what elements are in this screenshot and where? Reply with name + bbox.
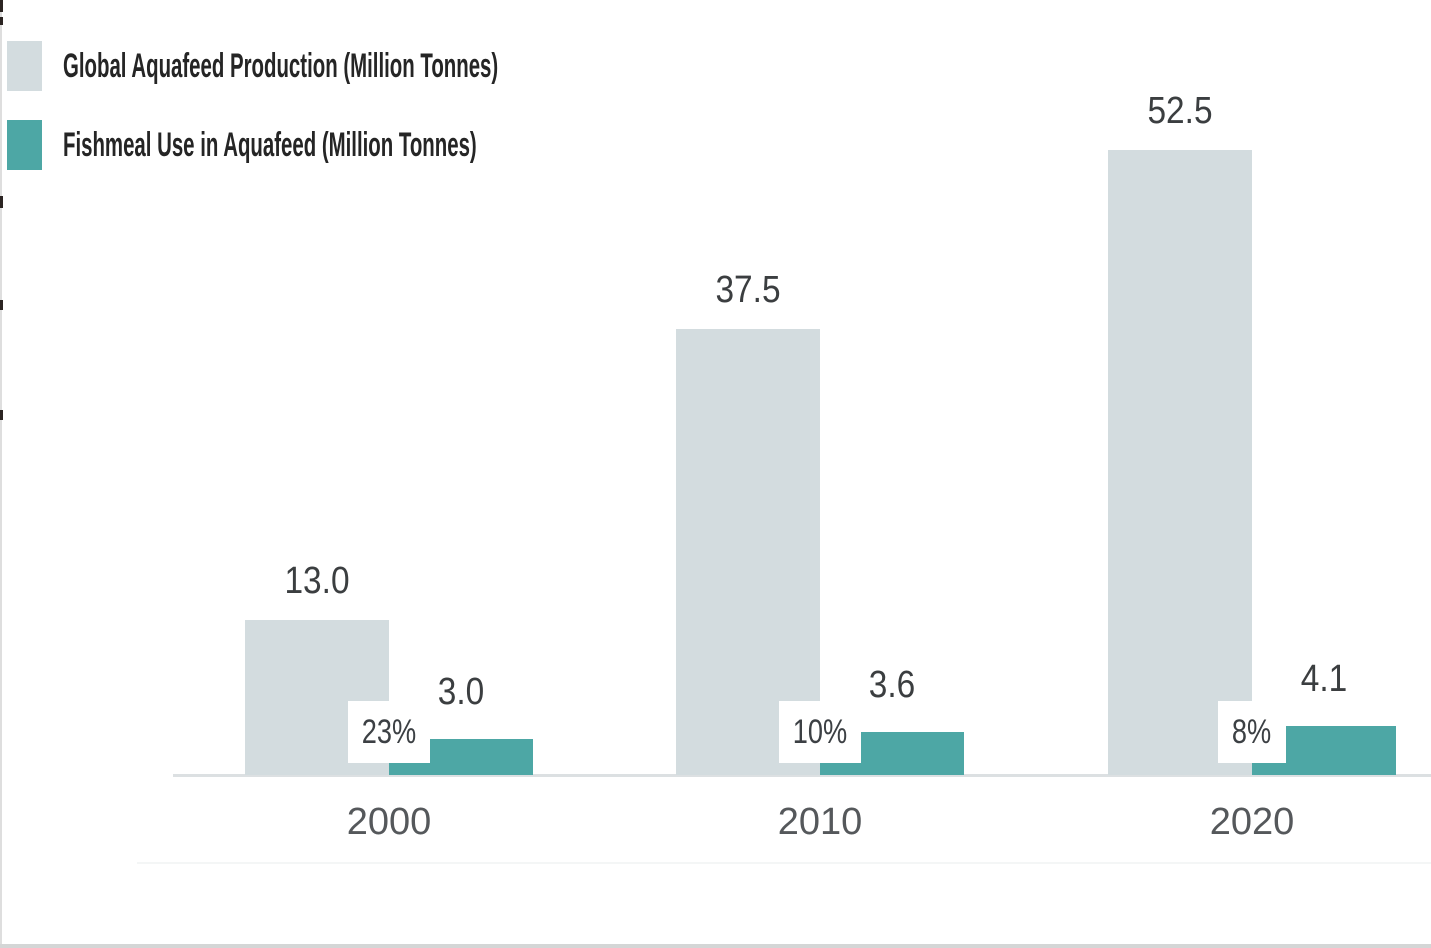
percent-label-box: 8% xyxy=(1218,701,1286,763)
legend-label: Global Aquafeed Production (Million Tonn… xyxy=(63,46,499,85)
year-axis-label: 2020 xyxy=(1209,801,1295,843)
year-axis-label: 2000 xyxy=(346,801,432,843)
x-axis-line xyxy=(173,774,1431,777)
left-edge-tick xyxy=(0,0,3,12)
left-edge-artifact xyxy=(0,0,2,948)
fishmeal-value-label: 3.6 xyxy=(868,664,916,706)
percent-label: 10% xyxy=(792,712,848,751)
left-edge-tick xyxy=(0,410,3,420)
aquafeed-value-label: 37.5 xyxy=(715,269,781,311)
percent-label-box: 10% xyxy=(779,701,861,763)
fishmeal-value-label: 3.0 xyxy=(437,671,485,713)
year-axis-label: 2010 xyxy=(777,801,863,843)
aquafeed-bar xyxy=(1108,150,1252,775)
legend-item-fishmeal: Fishmeal Use in Aquafeed (Million Tonnes… xyxy=(7,119,753,171)
legend-item-aquafeed: Global Aquafeed Production (Million Tonn… xyxy=(7,40,788,92)
legend-swatch xyxy=(7,41,42,91)
aquafeed-bar xyxy=(676,329,820,775)
aquafeed-value-label: 52.5 xyxy=(1147,90,1213,132)
aquafeed-value-label: 13.0 xyxy=(284,560,350,602)
left-edge-tick xyxy=(0,300,3,310)
bottom-edge-artifact xyxy=(0,944,1431,948)
legend-label: Fishmeal Use in Aquafeed (Million Tonnes… xyxy=(63,125,477,164)
percent-label-box: 23% xyxy=(348,701,430,763)
percent-label: 23% xyxy=(361,712,417,751)
percent-label: 8% xyxy=(1232,712,1272,751)
faint-line-artifact xyxy=(137,862,1431,864)
left-edge-tick xyxy=(0,196,3,208)
left-edge-tick xyxy=(0,17,3,25)
fishmeal-value-label: 4.1 xyxy=(1300,658,1348,700)
legend-swatch xyxy=(7,120,42,170)
